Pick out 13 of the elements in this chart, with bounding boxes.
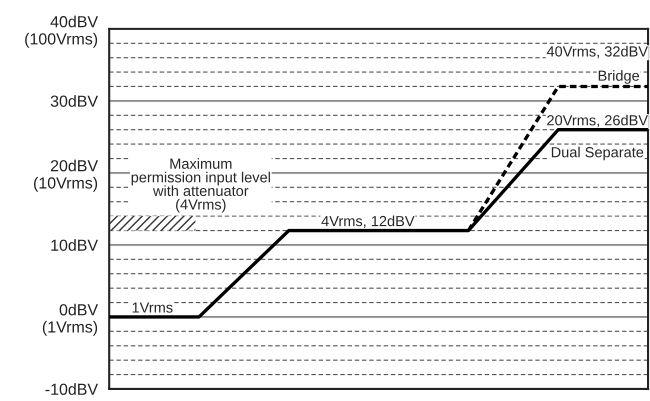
annotation: Maximum permission input level with attenuator (4Vrms) — [132, 158, 270, 213]
y-tick-label: 40dBV (100Vrms) — [25, 16, 98, 48]
annotation: 1Vrms — [132, 302, 173, 313]
annotation: 40Vrms, 32dBV — [546, 46, 648, 58]
y-tick-label: -10dBV — [46, 383, 98, 395]
annotation: 4Vrms, 12dBV — [321, 216, 415, 228]
annotation: 20Vrms, 26dBV — [547, 114, 648, 128]
series-label: Dual Separate — [552, 146, 644, 160]
y-tick-label: 10dBV — [51, 239, 98, 251]
y-tick-label: 30dBV — [50, 95, 98, 107]
series-label: Bridge — [598, 70, 640, 84]
y-tick-label: 0dBV (1Vrms) — [42, 304, 98, 336]
y-tick-label: 20dBV (10Vrms) — [34, 160, 98, 192]
